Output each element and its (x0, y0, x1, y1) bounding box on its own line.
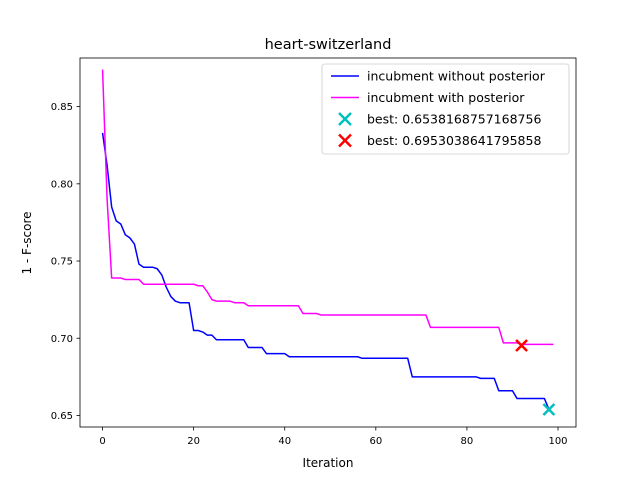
y-tick-label: 0.70 (51, 334, 73, 345)
y-tick-label: 0.65 (51, 411, 73, 422)
best-marker-stroke (542, 403, 556, 416)
plot-area: 0 20 40 60 80 100 0.65 0.70 0.75 0.80 0.85 (51, 57, 577, 447)
x-tick-label: 0 (99, 436, 105, 447)
x-tick-label: 80 (461, 436, 474, 447)
x-tick-label: 20 (187, 436, 200, 447)
best-marker-1 (515, 339, 528, 352)
y-tick-label: 0.80 (51, 179, 73, 190)
y-axis-label: 1 - F-score (20, 211, 34, 274)
best-marker-0 (542, 403, 556, 416)
legend-box (321, 63, 570, 155)
chart-title: heart-switzerland (265, 37, 392, 53)
series-line-0 (101, 132, 550, 410)
x-tick-label: 60 (369, 436, 382, 447)
legend-entry-label: best: 0.6953038641795858 (367, 133, 541, 148)
x-tick-label: 40 (278, 436, 291, 447)
legend-entry-label: incubment with posterior (367, 90, 525, 105)
y-tick-label: 0.85 (51, 102, 73, 113)
legend-marker-swatch (338, 112, 352, 126)
legend-entry-label: incubment without posterior (367, 69, 546, 84)
x-axis-label: Iteration (303, 456, 354, 470)
axes-frame (79, 57, 577, 428)
y-tick-label: 0.75 (51, 257, 73, 268)
legend-marker-swatch (338, 133, 352, 148)
x-tick-label: 100 (548, 436, 567, 447)
series-line-1 (101, 69, 554, 346)
legend-entry-label: best: 0.6538168757168756 (367, 112, 541, 127)
best-marker-stroke (515, 339, 528, 352)
legend: incubment without posterior incubment wit… (321, 63, 570, 155)
